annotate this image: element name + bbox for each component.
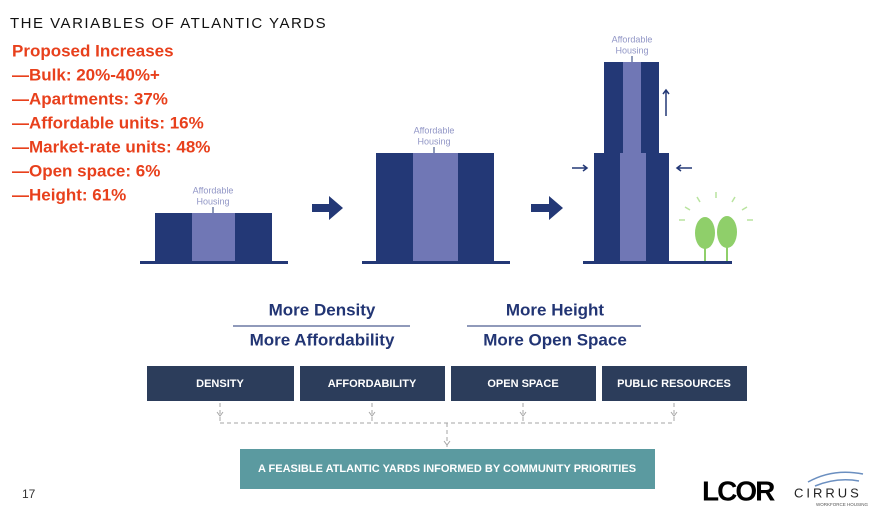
building-label: Affordable [193, 185, 234, 195]
variable-box [602, 366, 747, 401]
up-arrow [662, 88, 670, 116]
tree [717, 216, 737, 248]
building-label: Affordable [414, 125, 455, 135]
building-label: Housing [196, 196, 229, 206]
increase-item: —Open space: 6% [12, 161, 160, 180]
variable-label: PUBLIC RESOURCES [617, 378, 731, 390]
increase-item: —Affordable units: 16% [12, 113, 204, 132]
increase-item: —Apartments: 37% [12, 89, 168, 108]
logo-swoosh [807, 471, 864, 487]
squeeze-arrow [572, 164, 589, 172]
sparkle [679, 192, 753, 221]
connector-arrow [216, 411, 678, 446]
variable-label: DENSITY [196, 378, 244, 390]
page-number: 17 [22, 487, 36, 501]
tree [695, 217, 715, 249]
variable-box [147, 366, 294, 401]
building-label: Housing [615, 45, 648, 55]
increase-item: —Market-rate units: 48% [12, 137, 210, 156]
outcome-top: More Density [269, 300, 376, 319]
squeeze-arrow [675, 164, 692, 172]
outcome-bottom: More Open Space [483, 330, 627, 349]
arrow [531, 196, 563, 220]
affordable-band [620, 153, 646, 263]
increase-item: —Height: 61% [12, 185, 126, 204]
ground [583, 261, 732, 264]
outcome-top: More Height [506, 300, 605, 319]
ground [362, 261, 510, 264]
slide-title: THE VARIABLES OF ATLANTIC YARDS [10, 15, 327, 32]
logo: LCOR [702, 475, 775, 506]
affordable-band [192, 213, 235, 263]
logo: CIRRUS [794, 485, 862, 500]
affordable-band [623, 62, 641, 153]
variable-label: AFFORDABILITY [328, 378, 417, 390]
variable-label: OPEN SPACE [487, 378, 558, 390]
result-label: A FEASIBLE ATLANTIC YARDS INFORMED BY CO… [258, 463, 636, 475]
arrow [312, 196, 343, 220]
building-label: Affordable [612, 34, 653, 44]
connector [219, 403, 675, 447]
ground [140, 261, 288, 264]
variable-box [300, 366, 445, 401]
affordable-band [413, 153, 458, 263]
outcome-bottom: More Affordability [250, 330, 395, 349]
logo-subtitle: WORKFORCE HOUSING [816, 502, 869, 507]
increase-item: —Bulk: 20%-40%+ [12, 65, 160, 84]
increases-heading: Proposed Increases [12, 41, 174, 60]
variable-box [451, 366, 596, 401]
building-label: Housing [417, 136, 450, 146]
result-box [240, 449, 655, 489]
